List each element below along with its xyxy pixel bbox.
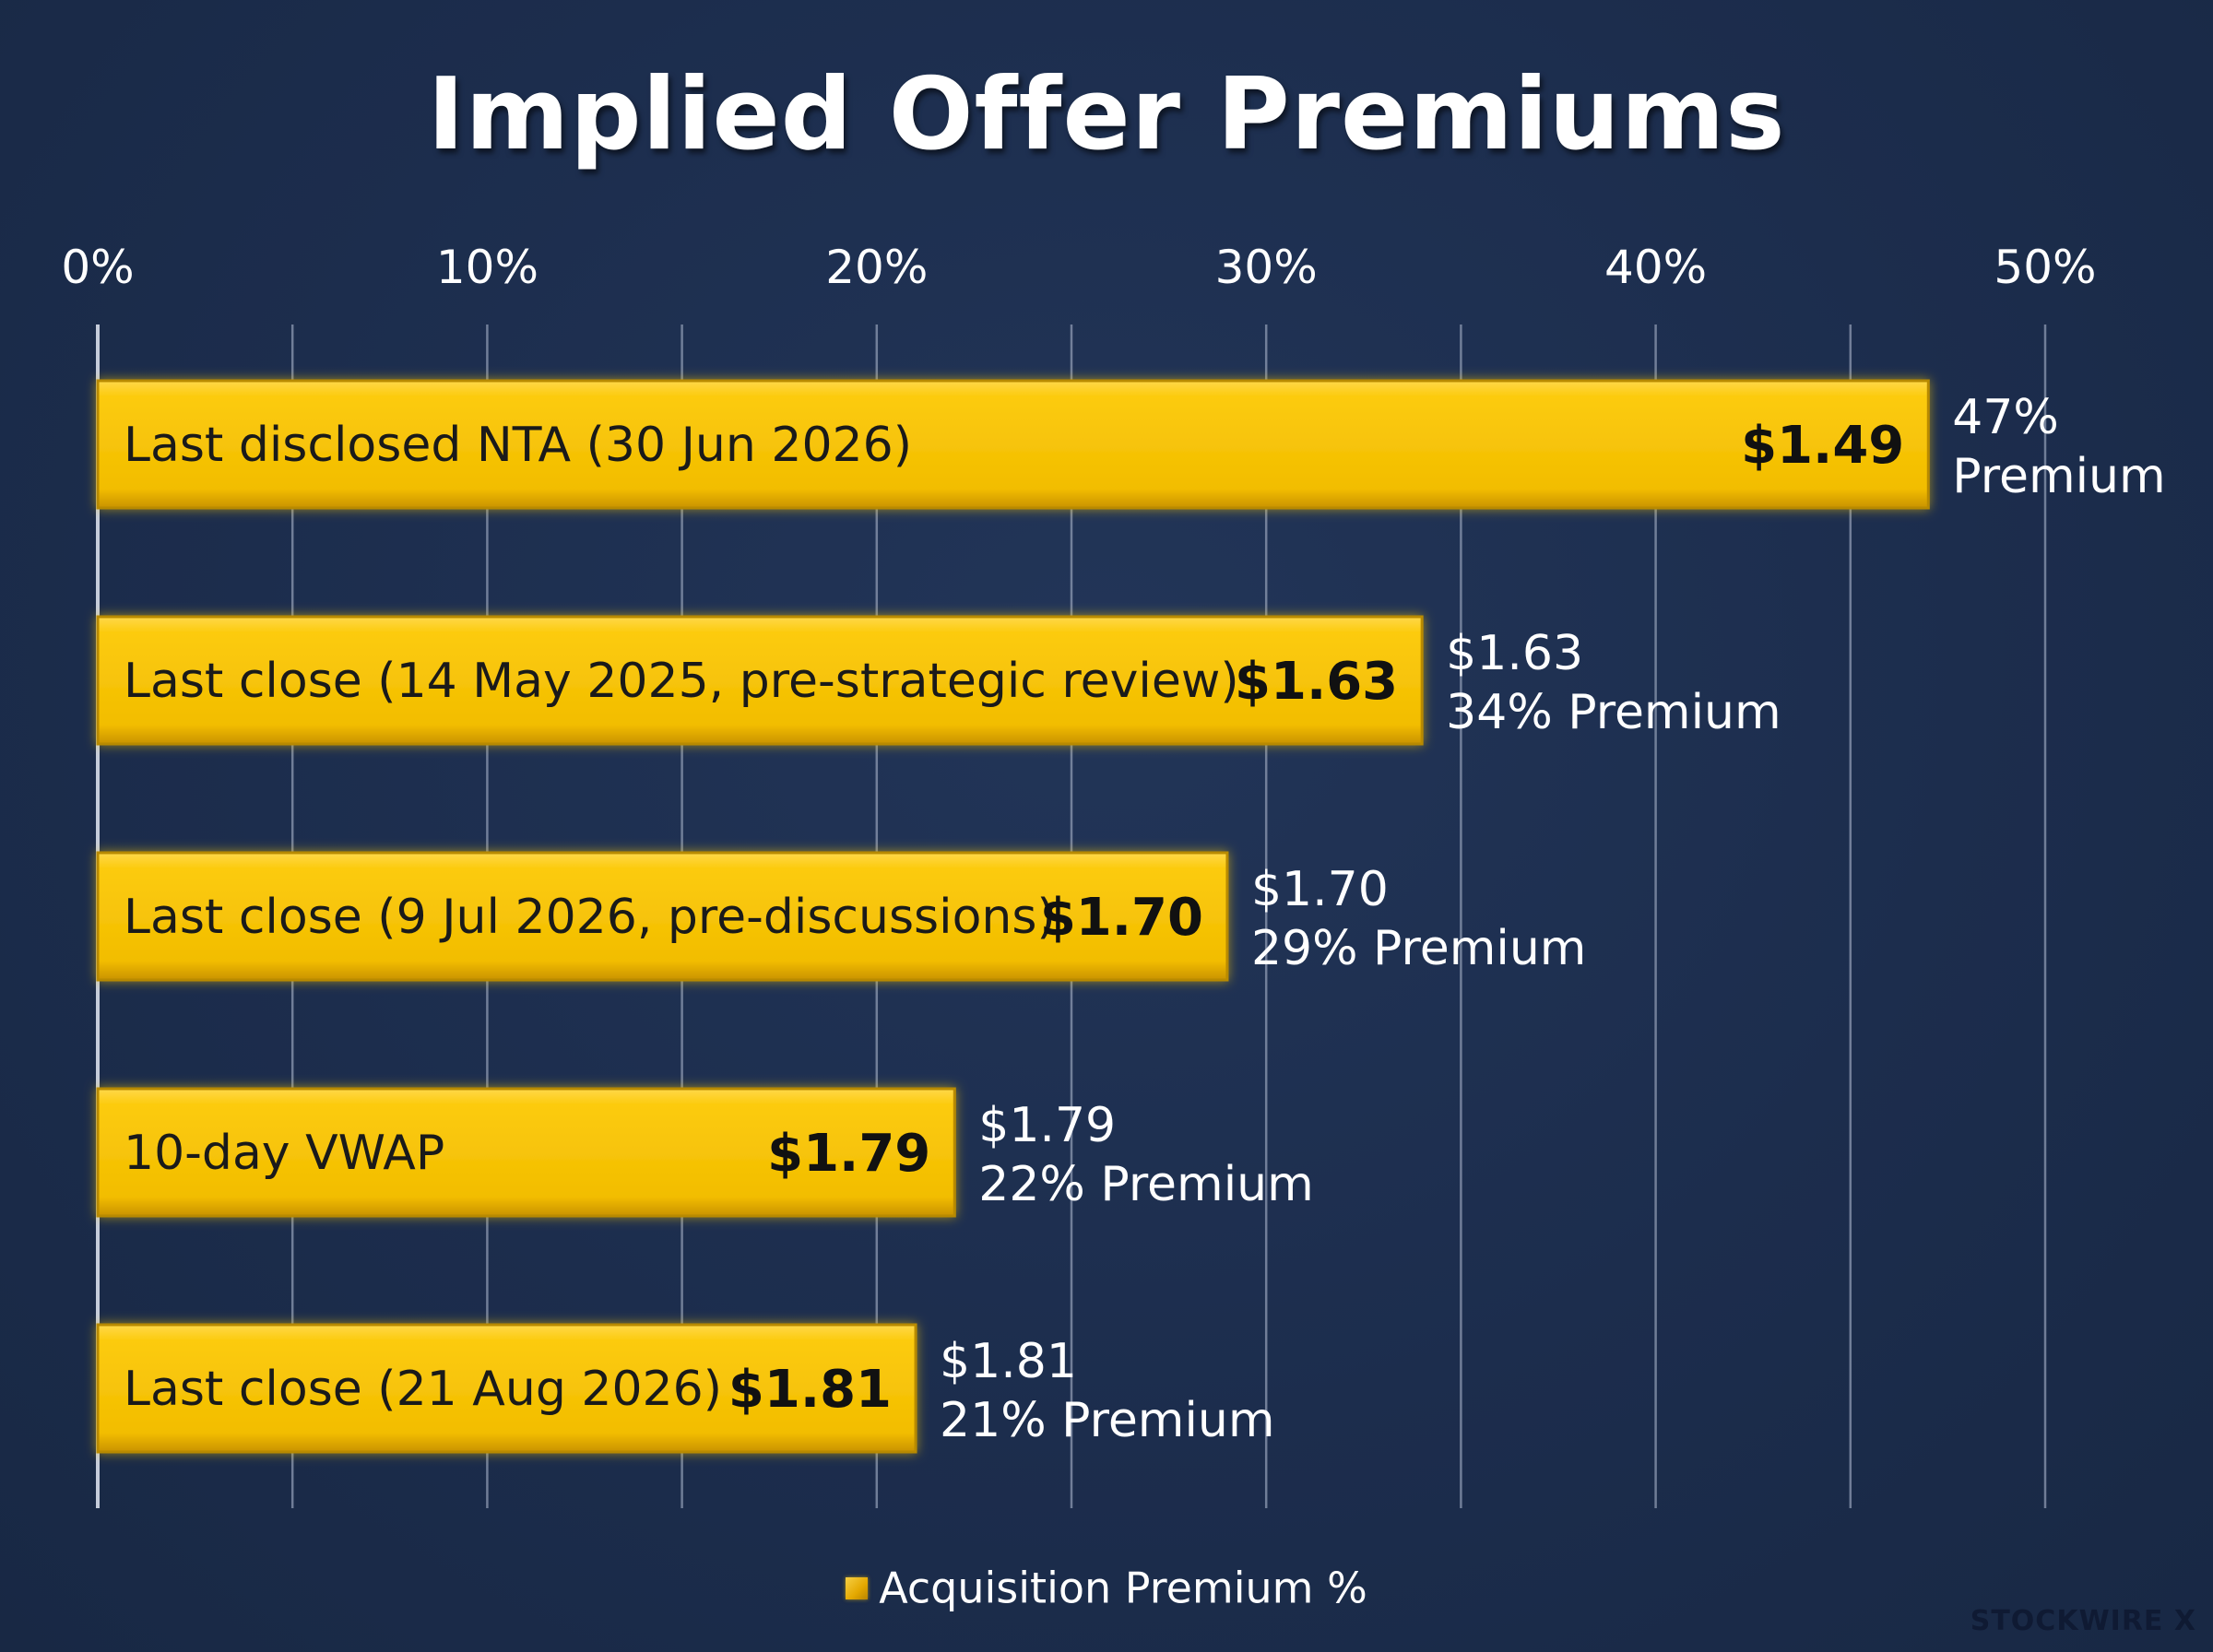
bar-row: Last close (9 Jul 2026, pre-discussions)… <box>96 851 1587 982</box>
x-tick-label: 0% <box>61 241 134 294</box>
data-label: 22% Premium <box>978 1157 1314 1212</box>
price-label: $1.81 <box>728 1360 892 1420</box>
data-label: Premium <box>1952 449 2165 504</box>
legend: Acquisition Premium % <box>0 1560 2213 1613</box>
category-label: Last close (9 Jul 2026, pre-discussions) <box>124 890 1056 945</box>
bar <box>96 851 1229 982</box>
data-label: $1.70 <box>1251 862 1389 917</box>
x-tick-label: 50% <box>1994 241 2096 294</box>
category-label: Last disclosed NTA (30 Jun 2026) <box>124 418 912 473</box>
x-axis-ticks: 0% 10% 20% 30% 40% 50% <box>61 241 2096 294</box>
chart-title: Implied Offer Premiums <box>427 57 1786 172</box>
data-label: $1.79 <box>978 1098 1116 1153</box>
data-label: 29% Premium <box>1251 921 1587 976</box>
data-label: 21% Premium <box>940 1393 1275 1448</box>
watermark-logo: STOCKWIRE X <box>1970 1605 2196 1637</box>
bar-row: Last close (14 May 2025, pre-strategic r… <box>96 615 1781 746</box>
data-label: $1.63 <box>1446 626 1583 681</box>
bar <box>96 615 1424 746</box>
data-label: $1.81 <box>940 1334 1077 1389</box>
category-label: Last close (14 May 2025, pre-strategic r… <box>124 654 1239 709</box>
x-tick-label: 30% <box>1215 241 1318 294</box>
bar-row: Last disclosed NTA (30 Jun 2026) $1.49 47%… <box>96 379 2166 510</box>
data-label: 47% <box>1952 390 2059 445</box>
legend-label: Acquisition Premium % <box>879 1563 1367 1613</box>
bar <box>96 1323 917 1454</box>
bar <box>96 379 1930 510</box>
data-label: 34% Premium <box>1446 685 1781 740</box>
bars: Last disclosed NTA (30 Jun 2026) $1.49 47%… <box>96 379 2166 1454</box>
price-label: $1.49 <box>1741 416 1904 476</box>
x-tick-label: 10% <box>436 241 538 294</box>
category-label: 10-day VWAP <box>124 1126 444 1181</box>
price-label: $1.70 <box>1040 888 1203 948</box>
legend-swatch <box>846 1576 869 1599</box>
bar <box>96 1087 956 1218</box>
x-tick-label: 20% <box>825 241 928 294</box>
x-tick-label: 40% <box>1604 241 1707 294</box>
price-label: $1.79 <box>767 1124 930 1184</box>
category-label: Last close (21 Aug 2026) <box>124 1362 722 1417</box>
price-label: $1.63 <box>1235 652 1398 712</box>
